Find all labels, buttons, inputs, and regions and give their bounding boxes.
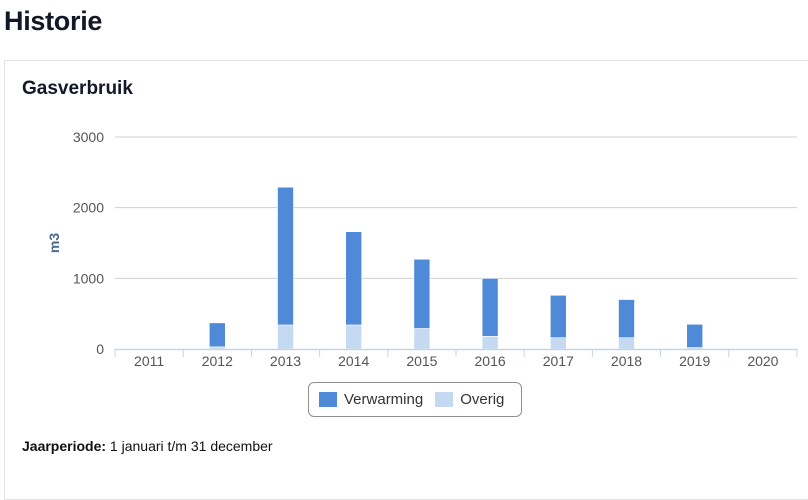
x-tick-label: 2017	[543, 353, 574, 369]
x-tick-label: 2018	[611, 353, 642, 369]
x-tick-label: 2013	[270, 353, 301, 369]
x-tick-label: 2014	[338, 353, 369, 369]
chart-card	[4, 60, 808, 500]
y-tick-label: 1000	[73, 270, 104, 286]
period-label: Jaarperiode:	[22, 438, 107, 454]
bar-overig-2013[interactable]	[277, 324, 294, 350]
chart-gridlines	[115, 136, 797, 279]
period-value: 1 januari t/m 31 december	[106, 438, 273, 454]
y-axis-ticks: 0 1000 2000 3000	[73, 129, 104, 357]
bar-verwarming-2015[interactable]	[413, 258, 431, 329]
bar-verwarming-2016[interactable]	[481, 278, 499, 337]
bar-overig-2014[interactable]	[345, 324, 363, 350]
chart-legend: Verwarming Overig	[308, 382, 522, 417]
x-tick-label: 2011	[134, 353, 164, 369]
y-tick-label: 2000	[73, 200, 104, 216]
bar-overig-2018[interactable]	[618, 337, 635, 350]
x-tick-label: 2015	[406, 353, 437, 369]
x-tick-label: 2012	[202, 353, 233, 369]
x-axis: 2011 2012 2013 2014 2015 2016 2017 2018 2019 2020	[114, 348, 798, 369]
legend-swatch-verwarming	[319, 392, 337, 407]
page-title: Historie	[4, 6, 103, 36]
legend-item-overig[interactable]: Overig	[435, 391, 504, 408]
chart-bars	[209, 186, 704, 350]
bar-verwarming-2017[interactable]	[549, 294, 567, 338]
x-tick-label: 2016	[475, 353, 506, 369]
x-tick-label: 2020	[747, 353, 778, 369]
period-note: Jaarperiode: 1 januari t/m 31 december	[22, 438, 273, 454]
bar-overig-2012[interactable]	[209, 346, 226, 350]
bar-verwarming-2019[interactable]	[686, 323, 704, 348]
chart-title: Gasverbruik	[22, 78, 133, 99]
x-tick-label: 2019	[679, 353, 710, 369]
legend-label-verwarming: Verwarming	[344, 391, 424, 408]
legend-swatch-overig	[435, 392, 454, 407]
y-tick-label: 3000	[73, 129, 104, 145]
legend-label-overig: Overig	[460, 391, 505, 408]
bar-verwarming-2012[interactable]	[209, 322, 226, 348]
bar-verwarming-2014[interactable]	[345, 231, 363, 326]
bar-overig-2017[interactable]	[549, 337, 567, 350]
bar-verwarming-2018[interactable]	[618, 299, 635, 338]
y-tick-label: 0	[96, 341, 104, 357]
legend-item-verwarming[interactable]: Verwarming	[319, 391, 423, 408]
bar-overig-2016[interactable]	[481, 335, 499, 350]
bar-verwarming-2013[interactable]	[277, 186, 294, 326]
y-axis-label: m3	[46, 233, 62, 253]
bar-overig-2015[interactable]	[413, 328, 431, 350]
